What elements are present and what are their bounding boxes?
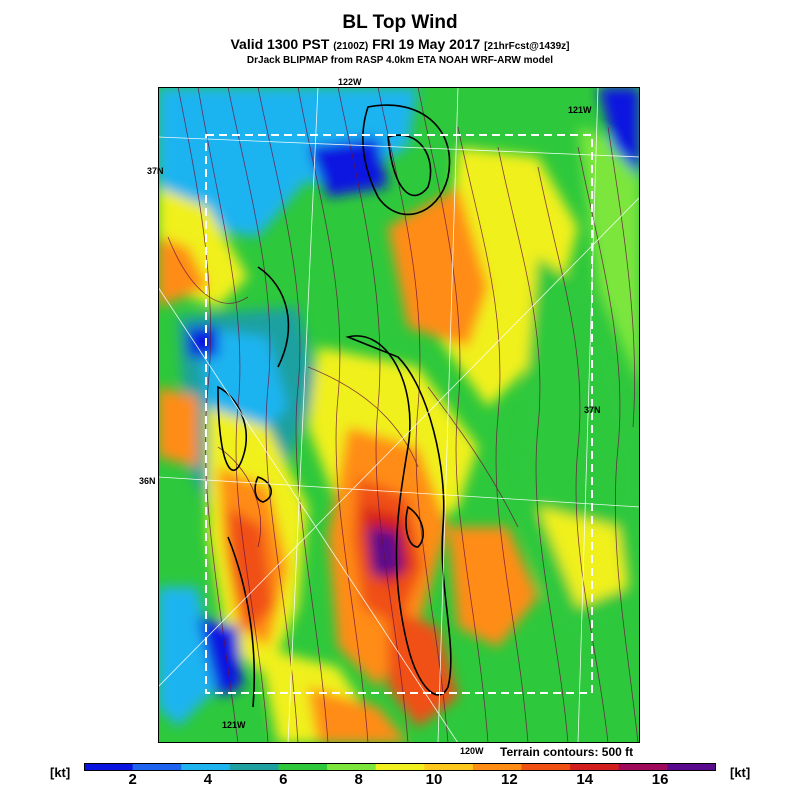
- colorbar-swatch: [618, 763, 668, 771]
- lat-label-37n-left: 37N: [147, 166, 164, 176]
- colorbar-swatch: [667, 763, 716, 771]
- colorbar-swatch: [181, 763, 231, 771]
- forecast-info: [21hrFcst@1439z]: [484, 41, 570, 52]
- colorbar-swatch: [327, 763, 377, 771]
- colorbar-tick-label: 8: [354, 771, 363, 788]
- colorbar-tick-label: 2: [128, 771, 137, 788]
- colorbar-unit-right: [kt]: [730, 765, 751, 780]
- colorbar-tick-label: 12: [501, 771, 518, 788]
- utc-time: (2100Z): [333, 41, 369, 52]
- colorbar-unit-left: [kt]: [50, 765, 71, 780]
- valid-time-line: Valid 1300 PST (2100Z) FRI 19 May 2017 […: [0, 36, 800, 52]
- lon-label-121w-bottom: 121W: [222, 720, 246, 730]
- lon-label-122w-top: 122W: [338, 77, 362, 87]
- colorbar: [84, 763, 716, 771]
- colorbar-tick-label: 10: [425, 771, 443, 788]
- terrain-contour-note: Terrain contours: 500 ft: [500, 745, 634, 759]
- model-credit: DrJack BLIPMAP from RASP 4.0km ETA NOAH …: [246, 55, 554, 66]
- colorbar-swatch: [521, 763, 571, 771]
- colorbar-swatch: [472, 763, 523, 771]
- wind-map: [158, 87, 640, 743]
- colorbar-swatch: [229, 763, 279, 771]
- lon-label-120w-bottom: 120W: [460, 746, 484, 756]
- colorbar-tick-label: 6: [279, 771, 288, 788]
- terrain-contours: [217, 104, 452, 708]
- colorbar-swatch: [424, 763, 474, 771]
- lon-label-121w-top: 121W: [568, 105, 592, 115]
- graticule: [158, 87, 640, 743]
- lat-label-37n-right: 37N: [584, 405, 601, 415]
- colorbar-tick-label: 16: [651, 771, 669, 788]
- chart-title: BL Top Wind: [342, 12, 458, 33]
- domain-boundary: [205, 134, 593, 694]
- valid-time: Valid 1300 PST: [230, 36, 330, 52]
- colorbar-tick-label: 14: [576, 771, 594, 788]
- colorbar-swatch: [84, 763, 134, 771]
- colorbar-swatch: [278, 763, 328, 771]
- colorbar-tick-label: 4: [203, 771, 213, 788]
- lat-label-36n-left: 36N: [139, 476, 156, 486]
- colorbar-swatch: [570, 763, 620, 771]
- valid-date: FRI 19 May 2017: [372, 36, 481, 52]
- colorbar-swatch: [375, 763, 425, 771]
- wind-speed-field: [158, 87, 640, 743]
- colorbar-swatch: [132, 763, 182, 771]
